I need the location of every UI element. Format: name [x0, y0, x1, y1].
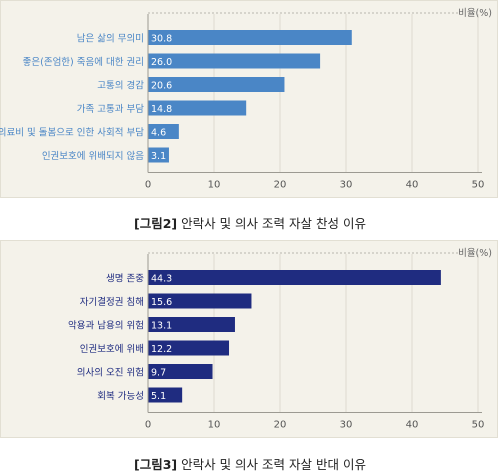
- chart-1-svg: 비율(%) 0 10 20 30 40 50 30.8 남은 삶의 무의미 26.0 좋은(존엄한)…: [0, 8, 492, 191]
- chart-2-bar: [148, 387, 183, 403]
- chart-1-tick-label: 40: [406, 180, 419, 191]
- chart-2-bar: [148, 317, 235, 332]
- chart-1-category-label: 가족 고통과 부담: [77, 103, 144, 115]
- chart-2-bar: [148, 340, 230, 356]
- chart-2-category-label: 생명 존중: [106, 274, 144, 285]
- chart-1-category-label: 남은 삶의 무의미: [77, 34, 144, 45]
- chart-2-tick-label: 10: [208, 420, 221, 431]
- chart-1-tick-label: 30: [340, 180, 353, 191]
- chart-1-value-label: 26.0: [151, 57, 172, 68]
- chart-1-unit-label: 비율(%): [458, 8, 492, 19]
- chart-2-caption-text: 안락사 및 의사 조력 자살 반대 이유: [177, 457, 366, 472]
- chart-2-value-label: 13.1: [151, 321, 172, 332]
- chart-1-caption-text: 안락사 및 의사 조력 자살 찬성 이유: [177, 216, 366, 231]
- chart-2-tick-label: 20: [274, 420, 287, 431]
- chart-1-bar: [148, 53, 321, 69]
- chart-1-category-label: 고통의 경감: [97, 80, 144, 92]
- chart-2-svg: 비율(%) 0 10 20 30 40 50 44.3 생명 존중 15.6 자기결정권 침해 13.…: [68, 248, 492, 431]
- chart-1-category-label: 인권보호에 위배되지 않음: [42, 150, 144, 162]
- chart-1-caption-number: [그림2]: [134, 216, 178, 231]
- chart-1-tick-label: 10: [208, 180, 221, 191]
- chart-2-bar: [148, 293, 252, 309]
- chart-1-value-label: 4.6: [151, 128, 166, 139]
- chart-2-tick-label: 50: [472, 420, 485, 431]
- chart-1-bar: [148, 147, 169, 163]
- chart-1-bar: [148, 30, 352, 45]
- chart-2-caption-number: [그림3]: [134, 457, 178, 472]
- chart-2-category-label: 자기결정권 침해: [80, 296, 144, 308]
- chart-2-caption: [그림3] 안락사 및 의사 조력 자살 반대 이유: [0, 454, 500, 473]
- chart-2-category-label: 인권보호에 위배: [80, 343, 144, 355]
- chart-1-value-label: 3.1: [151, 151, 166, 162]
- chart-2-value-label: 12.2: [151, 344, 172, 355]
- chart-2-value-label: 44.3: [151, 274, 172, 285]
- chart-1-value-label: 30.8: [151, 34, 172, 45]
- chart-1-bar: [148, 77, 285, 92]
- chart-1-bar: [148, 124, 179, 139]
- chart-2-unit-label: 비율(%): [458, 248, 492, 259]
- chart-2-value-label: 9.7: [151, 368, 166, 379]
- chart-1-category-label: 좋은(존엄한) 죽음에 대한 권리: [23, 56, 144, 68]
- chart-1-tick-label: 20: [274, 180, 287, 191]
- chart-2-category-label: 의사의 오진 위험: [77, 367, 144, 379]
- chart-1-caption: [그림2] 안락사 및 의사 조력 자살 찬성 이유: [0, 213, 500, 232]
- chart-2-bar: [148, 270, 441, 285]
- chart-1-category-label: 의료비 및 돌봄으로 인한 사회적 부담: [0, 127, 144, 139]
- chart-2-tick-label: 40: [406, 420, 419, 431]
- chart-2-value-label: 15.6: [151, 297, 172, 308]
- chart-1-tick-label: 50: [472, 180, 485, 191]
- chart-1-tick-label: 0: [145, 180, 151, 191]
- chart-2-value-label: 5.1: [151, 391, 166, 402]
- chart-2-category-label: 악용과 남용의 위험: [68, 320, 144, 332]
- chart-2-bar: [148, 364, 213, 379]
- chart-2-tick-label: 30: [340, 420, 353, 431]
- chart-1-value-label: 20.6: [151, 81, 172, 92]
- chart-2-category-label: 회복 가능성: [97, 391, 144, 402]
- chart-1-value-label: 14.8: [151, 104, 172, 115]
- chart-2-tick-label: 0: [145, 420, 151, 431]
- chart-1-bar: [148, 100, 247, 116]
